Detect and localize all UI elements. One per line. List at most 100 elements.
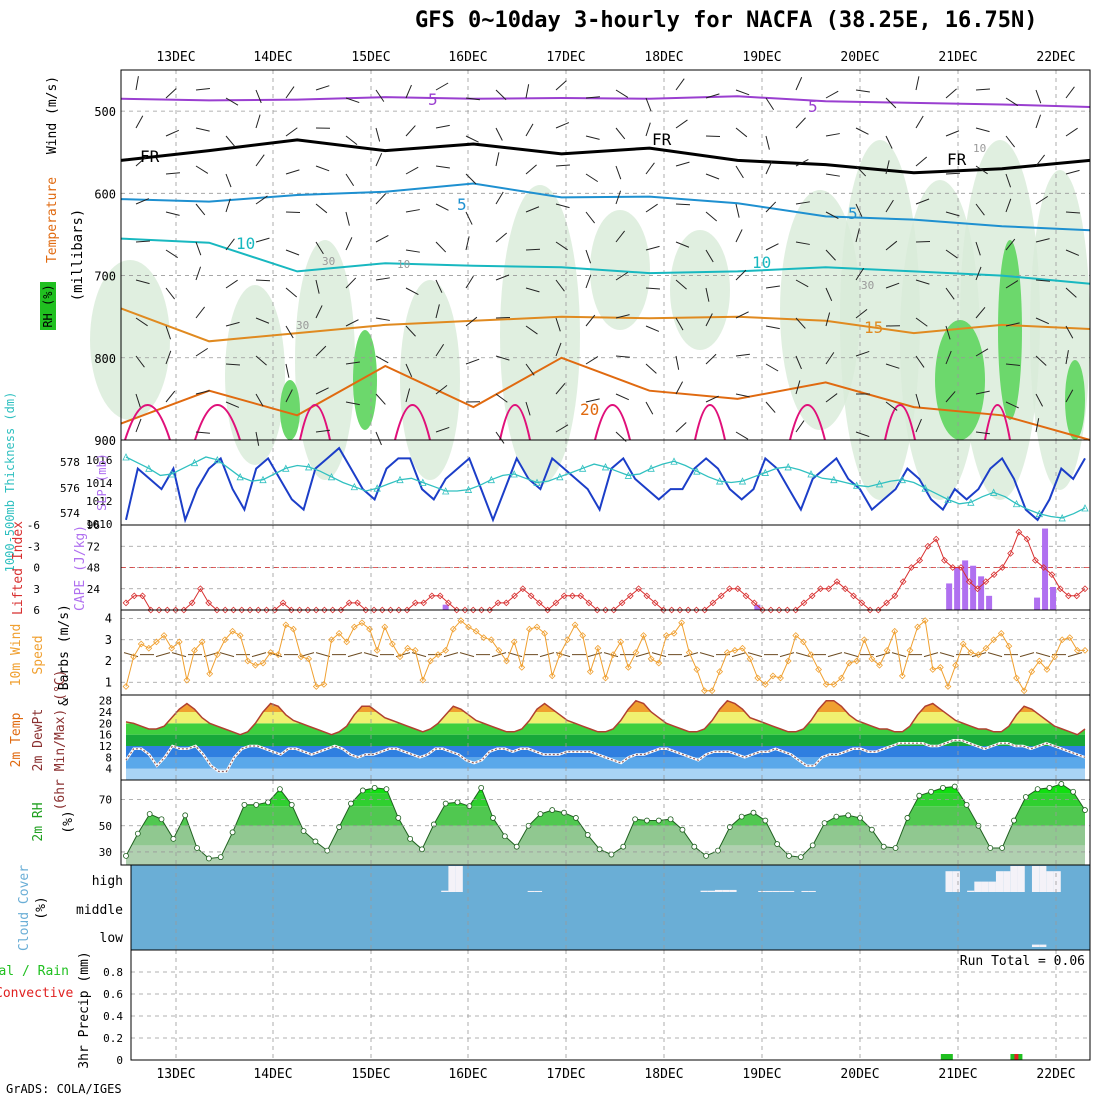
temp-band xyxy=(126,734,1085,746)
wind-barb xyxy=(345,361,360,365)
li-marker xyxy=(998,564,1006,571)
contour-label: 10 xyxy=(973,142,986,155)
rh-marker xyxy=(845,812,852,819)
rh-marker xyxy=(419,846,425,853)
thickness-marker xyxy=(1058,514,1066,522)
rh-marker xyxy=(123,852,129,859)
wind-barb xyxy=(285,325,294,339)
rh-marker xyxy=(667,816,674,823)
wind-barb xyxy=(1005,363,1020,366)
y-label-minmax: (6hr Min/Max) (°C) xyxy=(53,670,68,811)
contour-label: FR xyxy=(140,147,160,166)
rh-marker xyxy=(868,826,875,833)
wind-speed-marker xyxy=(670,629,678,637)
wind-barb xyxy=(495,274,510,281)
thickness-marker xyxy=(716,477,724,485)
li-marker xyxy=(676,606,684,614)
x-tick-bottom: 18DEC xyxy=(644,1067,683,1082)
rh-band xyxy=(126,806,1085,826)
wind-barb xyxy=(315,203,328,214)
cloud-high-bar xyxy=(714,889,723,892)
wind-barb xyxy=(765,243,779,251)
wind-barb xyxy=(555,382,566,395)
y-label-lifted-index: Lifted Index xyxy=(11,521,26,615)
wind-barb xyxy=(765,363,779,372)
rh-marker xyxy=(407,835,414,842)
wind-barb xyxy=(525,84,530,99)
wind-barb xyxy=(285,127,298,137)
li-marker xyxy=(808,592,816,600)
wind-barb xyxy=(1035,114,1042,129)
li-marker xyxy=(643,592,651,600)
wind-barb xyxy=(765,325,780,330)
isotherm-10C xyxy=(120,237,1091,285)
rh-marker xyxy=(691,843,698,850)
wind-barb xyxy=(435,82,449,91)
cloud-high-bar xyxy=(448,866,456,892)
wind-speed-marker xyxy=(480,634,488,642)
wind-speed-marker xyxy=(1028,668,1036,676)
wind-barb xyxy=(975,127,990,133)
wind-barb xyxy=(765,161,773,175)
wind-speed-marker xyxy=(617,638,625,646)
wind-barb xyxy=(195,127,210,132)
wind-barb-10m xyxy=(939,652,955,658)
wind-barb xyxy=(645,203,658,213)
rh-marker xyxy=(501,833,508,840)
contour-label: FR xyxy=(652,130,672,149)
wind-barb xyxy=(165,88,177,99)
li-marker xyxy=(1040,564,1048,571)
rh-marker xyxy=(383,786,390,793)
wind-barb-10m xyxy=(699,652,715,658)
wind-barb xyxy=(975,266,982,281)
thickness-marker xyxy=(442,487,450,495)
wind-barb xyxy=(255,431,260,446)
contour-label: 5 xyxy=(848,204,858,223)
x-tick-bottom: 14DEC xyxy=(253,1067,292,1082)
rh-marker xyxy=(336,824,343,830)
wind-barb xyxy=(705,93,720,99)
li-marker xyxy=(321,606,328,614)
wind-barb xyxy=(1005,198,1012,213)
wind-barb xyxy=(315,279,320,294)
y-label-2m-rh: 2m RH xyxy=(31,802,46,841)
wind-speed-marker xyxy=(982,644,990,652)
wind-barb xyxy=(225,198,231,213)
wind-speed-marker xyxy=(122,683,130,690)
wind-speed-marker xyxy=(503,657,510,665)
wind-speed-marker xyxy=(160,632,168,639)
rh-marker xyxy=(857,815,863,821)
precip-convective-bar xyxy=(1014,1054,1019,1060)
wind-barb xyxy=(1035,154,1046,167)
cloud-bg xyxy=(131,865,1090,950)
wind-barb xyxy=(435,279,443,293)
thickness-line xyxy=(125,456,1086,519)
temp-line xyxy=(125,699,1086,736)
wind-barb xyxy=(615,190,622,205)
wind-barb-10m xyxy=(315,652,331,658)
wind-barb xyxy=(915,76,920,91)
li-marker xyxy=(891,592,899,600)
li-marker xyxy=(974,585,981,593)
wind-barb xyxy=(195,165,209,174)
precip-total-bar xyxy=(940,1054,953,1060)
cloud-high-bar xyxy=(441,890,449,892)
cloud-low-bar xyxy=(1031,944,1040,947)
rh-marker xyxy=(1034,786,1041,793)
wind-barb xyxy=(255,355,267,366)
wind-barb xyxy=(315,387,329,395)
wind-barb xyxy=(315,345,327,357)
cloud-high-bar xyxy=(995,871,1004,892)
wind-barb xyxy=(1035,393,1044,407)
li-marker xyxy=(618,599,626,607)
x-tick-bottom: 16DEC xyxy=(448,1067,487,1082)
wind-barb xyxy=(615,127,626,140)
cape-tick: 96 xyxy=(87,519,100,532)
thickness-marker xyxy=(305,463,313,471)
cloud-high-bar xyxy=(952,871,960,892)
cloud-high-bar xyxy=(1010,866,1018,892)
slp-line xyxy=(125,446,1086,524)
rh-marker xyxy=(738,813,745,820)
cloud-high-bar xyxy=(722,889,730,892)
li-marker xyxy=(188,599,196,607)
